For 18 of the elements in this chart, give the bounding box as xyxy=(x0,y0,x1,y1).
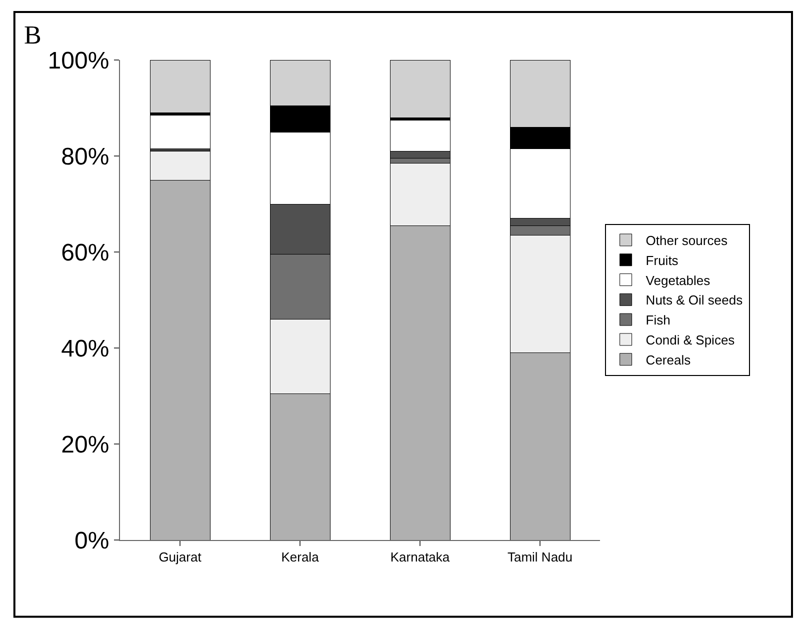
legend-label: Vegetables xyxy=(646,272,711,288)
y-tick-label: 100% xyxy=(48,47,110,74)
x-tick-label: Gujarat xyxy=(158,550,202,565)
y-tick-label: 80% xyxy=(61,143,110,170)
x-tick-label: Kerala xyxy=(281,550,320,565)
legend-label: Cereals xyxy=(646,352,692,368)
y-tick-label: 0% xyxy=(74,527,110,554)
legend-label: Nuts & Oil seeds xyxy=(646,292,744,308)
y-tick-label: 20% xyxy=(61,431,110,458)
chart-title: B xyxy=(24,20,42,50)
legend-label: Condi & Spices xyxy=(646,332,736,348)
legend-label: Fish xyxy=(646,312,670,328)
x-tick-label: Karnataka xyxy=(390,550,450,565)
legend-label: Other sources xyxy=(646,233,728,248)
legend-label: Fruits xyxy=(646,252,679,268)
x-tick-label: Tamil Nadu xyxy=(507,550,573,565)
y-tick-label: 60% xyxy=(61,239,110,266)
y-tick-label: 40% xyxy=(61,335,110,362)
